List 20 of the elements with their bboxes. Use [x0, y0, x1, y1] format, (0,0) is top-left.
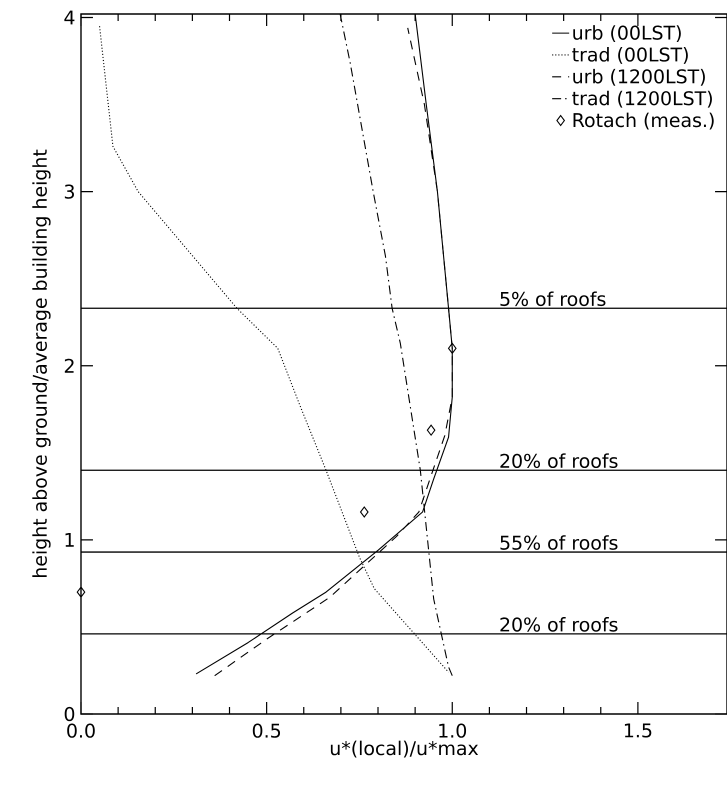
ref-line-label: 55% of roofs: [500, 535, 618, 550]
ref-line-label: 20% of roofs: [500, 453, 618, 468]
y-tick-label: 3: [64, 184, 74, 199]
ref-line-label: 20% of roofs: [500, 617, 618, 632]
y-tick-label: 4: [64, 10, 74, 24]
legend-label: urb (1200LST): [573, 68, 705, 86]
legend-label: Rotach (meas.): [574, 112, 714, 130]
x-tick-label: 1.5: [624, 723, 652, 738]
ref-line-label: 5% of roofs: [500, 291, 606, 306]
legend-label: trad (00LST): [572, 47, 688, 64]
x-tick-label: 1.0: [439, 723, 466, 738]
y-tick-label: 0: [64, 706, 74, 722]
y-tick-label: 1: [66, 532, 74, 547]
x-tick-label: 0.5: [252, 723, 280, 738]
legend-label: urb (00LST): [573, 25, 681, 42]
y-tick-label: 2: [64, 358, 74, 373]
legend-label: trad (1200LST): [572, 90, 712, 108]
x-axis-title: u*(local)/u*max: [330, 740, 478, 758]
y-axis-title: height above ground/average building height: [32, 150, 51, 577]
x-tick-label: 0.0: [67, 723, 95, 738]
